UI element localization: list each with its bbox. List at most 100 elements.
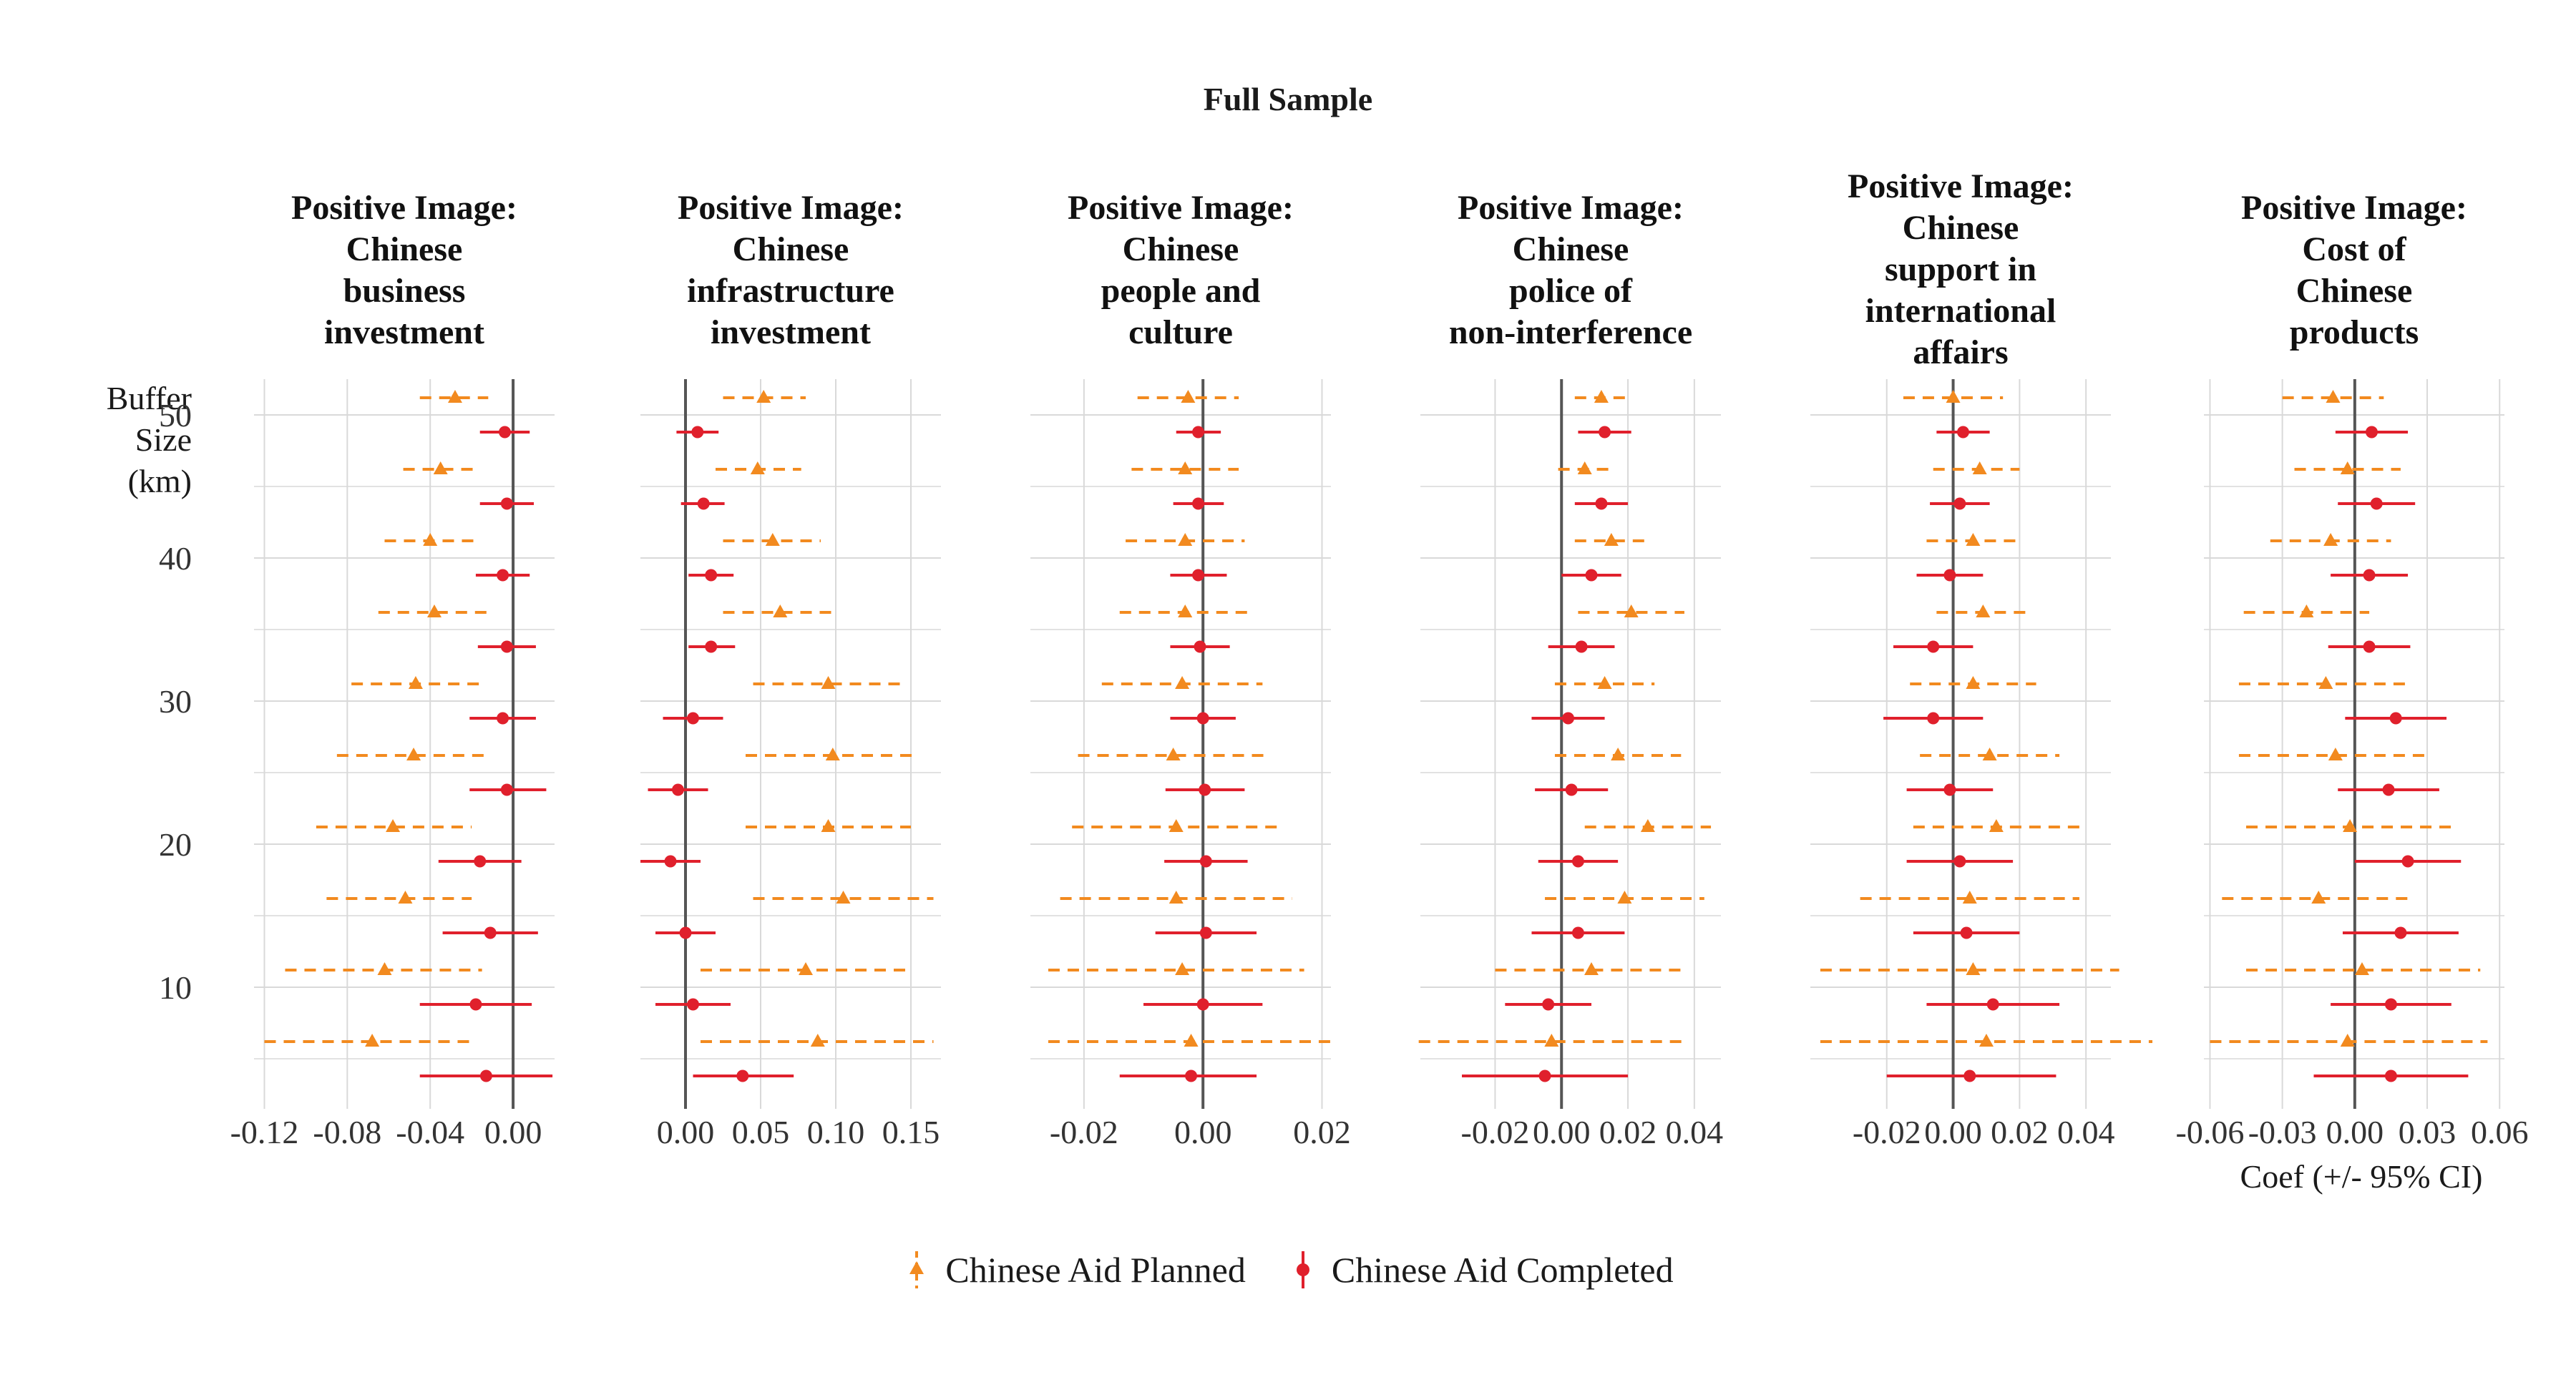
planned-point (1184, 1034, 1199, 1047)
x-tick-label: 0.00 (1924, 1114, 1982, 1150)
panel-title: Chinese (1513, 230, 1629, 268)
planned-point (1169, 891, 1184, 904)
planned-point (1181, 390, 1196, 403)
planned-point (406, 748, 421, 760)
completed-point (705, 569, 718, 582)
planned-point (1976, 604, 1991, 617)
x-tick-label: -0.02 (1050, 1114, 1118, 1150)
panel-title: investment (324, 313, 484, 351)
completed-point (2363, 569, 2376, 582)
completed-point (1194, 640, 1206, 653)
completed-point (1196, 998, 1209, 1011)
planned-point (2354, 962, 2369, 975)
legend-key-completed (1296, 1251, 1309, 1288)
planned-point (1640, 819, 1655, 832)
planned-point (2299, 604, 2314, 617)
x-tick-label: -0.03 (2248, 1114, 2317, 1150)
planned-point (1624, 604, 1639, 617)
y-tick-label: 40 (159, 540, 192, 577)
panel-title: Cost of (2302, 230, 2406, 268)
completed-point (1986, 998, 1999, 1011)
completed-point (484, 926, 497, 939)
planned-point (821, 676, 836, 689)
planned-point (2340, 1034, 2355, 1047)
planned-point (1611, 748, 1626, 760)
panel-title: support in (1885, 250, 2036, 288)
completed-point (498, 426, 511, 439)
completed-point (679, 926, 692, 939)
completed-point (2370, 497, 2383, 510)
panel-title: police of (1509, 272, 1633, 310)
y-tick-label: 50 (159, 397, 192, 434)
planned-point (1972, 461, 1987, 474)
planned-point (773, 604, 788, 617)
planned-point (1597, 676, 1612, 689)
completed-point (500, 783, 513, 796)
legend: Chinese Aid Planned Chinese Aid Complete… (0, 1248, 2576, 1291)
planned-point (1544, 1034, 1559, 1047)
x-tick-label: 0.00 (484, 1114, 542, 1150)
planned-point (1175, 962, 1190, 975)
planned-point (433, 461, 448, 474)
planned-point (2340, 461, 2355, 474)
panel-title: international (1865, 292, 2057, 330)
completed-point (1599, 426, 1611, 439)
x-tick-label: 0.02 (1599, 1114, 1657, 1150)
completed-point (1953, 497, 1966, 510)
panel-title: Chinese (346, 230, 463, 268)
completed-point (1199, 783, 1211, 796)
planned-point (1175, 676, 1190, 689)
planned-point (1966, 533, 1981, 546)
planned-point (756, 390, 771, 403)
planned-point (1604, 533, 1619, 546)
x-tick-label: 0.00 (657, 1114, 715, 1150)
completed-point (664, 855, 677, 868)
completed-point (1585, 569, 1598, 582)
completed-point (1595, 497, 1608, 510)
panel-title: infrastructure (687, 272, 894, 310)
x-tick-label: 0.06 (2471, 1114, 2529, 1150)
panel-title: products (2290, 313, 2419, 351)
planned-point (1594, 390, 1609, 403)
planned-point (447, 390, 462, 403)
completed-point (1185, 1070, 1198, 1082)
completed-point (1963, 1070, 1976, 1082)
panel-title: Chinese (733, 230, 849, 268)
completed-point (479, 1070, 492, 1082)
planned-point (2318, 676, 2333, 689)
chart-title: Full Sample (1203, 81, 1373, 117)
x-tick-label: 0.00 (1533, 1114, 1591, 1150)
completed-point (736, 1070, 749, 1082)
x-tick-label: 0.15 (882, 1114, 940, 1150)
planned-point (377, 962, 392, 975)
planned-point (1178, 604, 1193, 617)
completed-point (1199, 926, 1212, 939)
planned-point (2343, 819, 2358, 832)
panel-title: Positive Image: (678, 189, 904, 227)
completed-point (469, 998, 482, 1011)
planned-point (427, 604, 441, 617)
planned-point (1989, 819, 2004, 832)
y-axis-label: Buffer (107, 380, 192, 416)
x-tick-label: 0.04 (1666, 1114, 1724, 1150)
planned-point (1584, 962, 1599, 975)
panel-title: business (343, 272, 466, 310)
completed-point (497, 569, 509, 582)
completed-point (1538, 1070, 1551, 1082)
legend-key-planned (909, 1251, 924, 1288)
planned-point (1946, 390, 1961, 403)
completed-point (1192, 497, 1205, 510)
completed-point (2401, 855, 2414, 868)
x-tick-label: 0.03 (2399, 1114, 2457, 1150)
y-tick-label: 20 (159, 826, 192, 863)
x-tick-label: -0.02 (1853, 1114, 1921, 1150)
completed-point (2363, 640, 2376, 653)
completed-point (1571, 926, 1584, 939)
planned-point (2328, 748, 2343, 760)
completed-point (1542, 998, 1555, 1011)
planned-point (398, 891, 413, 904)
completed-point (2382, 783, 2395, 796)
x-tick-label: 0.02 (1293, 1114, 1351, 1150)
planned-point (2323, 533, 2338, 546)
planned-point (1966, 962, 1981, 975)
